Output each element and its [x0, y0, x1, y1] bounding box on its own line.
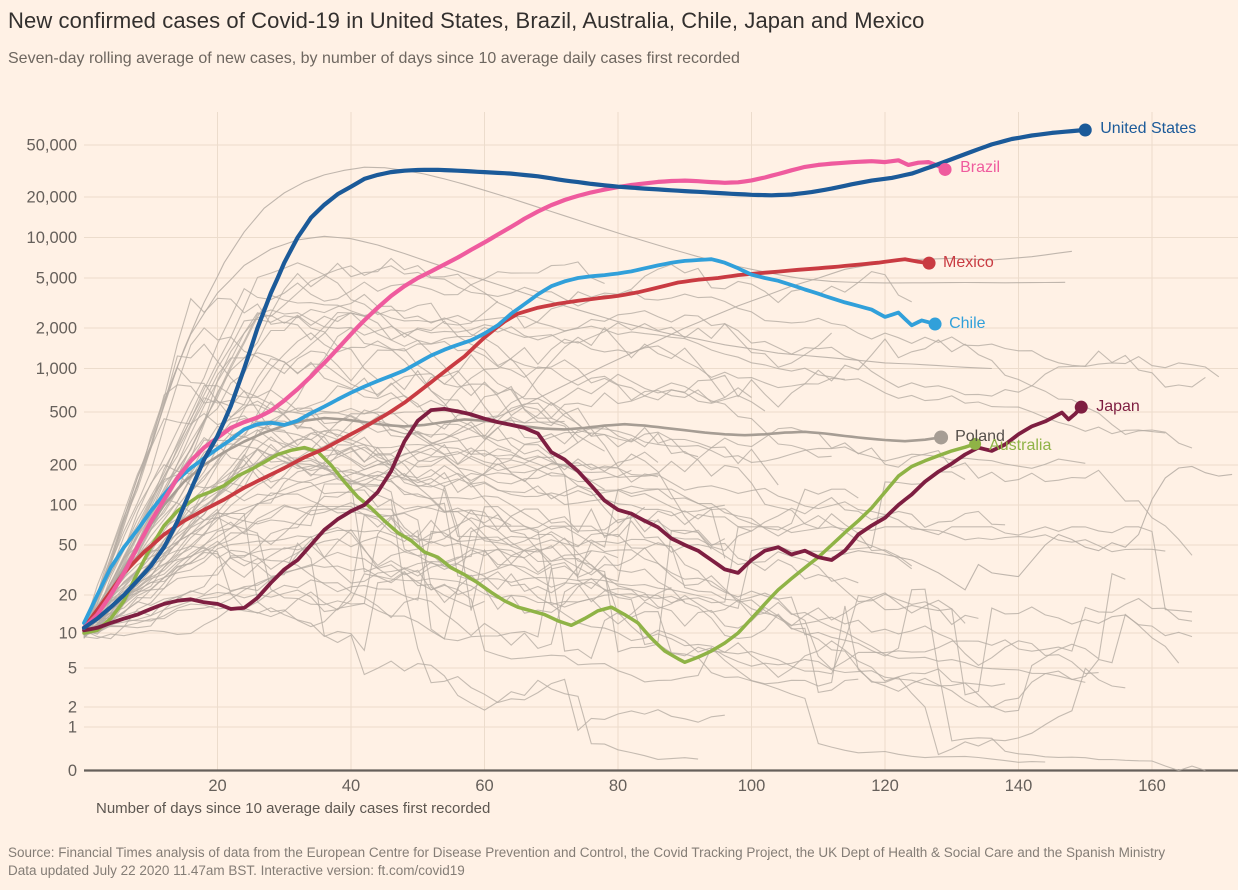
endpoint-dot-brazil [938, 162, 952, 176]
chart-title: New confirmed cases of Covid-19 in Unite… [8, 8, 925, 33]
background-country-line [83, 261, 605, 629]
background-country-line [83, 322, 832, 639]
series-line-japan [82, 405, 1084, 633]
background-country-line [83, 327, 605, 634]
background-country-line [83, 551, 1006, 687]
endpoint-dot-mexico [922, 256, 936, 270]
series-label-australia: Australia [989, 436, 1052, 454]
y-tick-label: 0 [68, 762, 77, 780]
background-country-line [83, 536, 619, 631]
x-tick-label: 160 [1138, 777, 1166, 795]
background-country-line [83, 262, 1220, 633]
chart-subtitle: Seven-day rolling average of new cases, … [8, 50, 740, 67]
x-axis-title: Number of days since 10 average daily ca… [96, 800, 491, 817]
series-label-mexico: Mexico [943, 254, 994, 272]
background-country-line [83, 358, 592, 631]
background-country-line [83, 315, 1206, 632]
background-country-line [83, 488, 859, 628]
background-country-line [83, 419, 512, 632]
background-country-line [83, 489, 725, 732]
y-tick-label: 2,000 [36, 320, 77, 338]
series-label-japan: Japan [1096, 398, 1140, 416]
series-line-chile [82, 257, 937, 625]
y-tick-label: 20,000 [27, 189, 77, 207]
endpoint-dot-chile [928, 317, 942, 331]
endpoint-dot-poland [934, 430, 949, 445]
background-country-line [83, 471, 966, 635]
y-tick-label: 5 [68, 660, 77, 678]
background-country-line [83, 484, 1126, 756]
y-tick-label: 50 [59, 537, 77, 555]
y-tick-label: 10,000 [27, 229, 77, 247]
background-country-line [83, 257, 912, 637]
background-country-line [83, 352, 766, 636]
background-country-line [83, 310, 1193, 633]
background-country-line [83, 513, 726, 629]
background-country-line [83, 385, 712, 630]
background-country-line [83, 235, 992, 634]
background-country-line [83, 507, 726, 628]
x-tick-label: 120 [871, 777, 899, 795]
series-label-poland: Poland [955, 428, 1005, 446]
footer: Source: Financial Times analysis of data… [8, 844, 1238, 880]
y-tick-label: 50,000 [27, 137, 77, 155]
x-tick-label: 20 [208, 777, 226, 795]
background-country-line [83, 483, 685, 633]
series-label-chile: Chile [949, 315, 986, 333]
background-country-line [83, 529, 752, 646]
x-tick-label: 80 [609, 777, 627, 795]
y-tick-label: 1,000 [36, 360, 77, 378]
y-tick-label: 5,000 [36, 270, 77, 288]
background-country-line [83, 384, 1166, 628]
y-tick-label: 100 [49, 497, 77, 515]
series-line-australia [82, 442, 977, 665]
background-country-line [83, 583, 672, 650]
updated-text: Data updated July 22 2020 11.47am BST. I… [8, 863, 465, 878]
background-country-line [831, 465, 1233, 591]
background-country-line [83, 497, 1206, 772]
y-tick-label: 2 [68, 699, 77, 717]
background-country-line [83, 429, 913, 639]
endpoint-dot-japan [1074, 400, 1088, 414]
background-country-line [83, 528, 592, 630]
series-line-united-states [81, 127, 1088, 630]
series-label-brazil: Brazil [960, 159, 1001, 177]
y-tick-label: 500 [49, 404, 77, 422]
x-tick-label: 40 [342, 777, 360, 795]
background-country-line [83, 544, 552, 633]
x-tick-label: 140 [1005, 777, 1033, 795]
background-country-line [83, 526, 1193, 637]
background-country-line [83, 293, 752, 637]
endpoint-dot-united-states [1078, 123, 1092, 137]
y-tick-label: 1 [68, 719, 77, 737]
background-country-line [83, 453, 979, 637]
background-country-line [83, 526, 1126, 713]
x-tick-label: 60 [475, 777, 493, 795]
background-country-line [83, 412, 1006, 633]
series-line-brazil [81, 158, 948, 630]
series-label-united-states: United States [1100, 120, 1197, 137]
series-line-mexico [82, 257, 931, 630]
y-tick-label: 10 [59, 625, 77, 643]
background-country-line [83, 525, 1193, 670]
y-tick-label: 20 [59, 587, 77, 605]
endpoint-dot-australia [969, 437, 982, 450]
background-country-line [83, 297, 913, 628]
x-tick-label: 100 [738, 777, 766, 795]
source-text: Source: Financial Times analysis of data… [8, 845, 1166, 860]
background-country-line [83, 542, 699, 760]
y-tick-label: 200 [49, 457, 77, 475]
background-country-line [83, 166, 1066, 634]
